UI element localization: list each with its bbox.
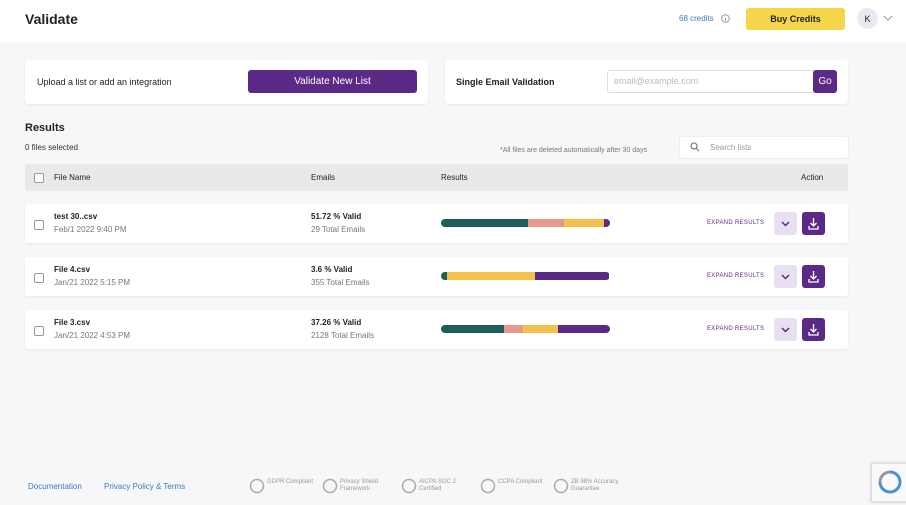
column-header: Action [801, 173, 824, 182]
credits[interactable]: 68 credits [679, 14, 714, 23]
bar-segment [604, 219, 610, 227]
download-icon [808, 218, 819, 230]
download-button[interactable] [802, 265, 825, 288]
result-bar [441, 272, 610, 280]
bar-segment [522, 325, 559, 333]
bar-segment [558, 325, 610, 333]
file-date: Jan/21 2022 4:53 PM [54, 331, 131, 340]
badge-label: GDPR Compliant [267, 479, 314, 485]
column-header: File Name [54, 173, 91, 182]
checkbox[interactable] [34, 220, 44, 230]
result-bar [441, 219, 610, 227]
expand-results[interactable]: EXPAND RESULTS [707, 326, 765, 332]
recaptcha[interactable] [871, 463, 906, 502]
go-button[interactable]: Go [813, 70, 837, 93]
badge-shape [553, 478, 569, 494]
badge-shape [480, 478, 496, 494]
table-row [25, 257, 848, 296]
bar-segment [441, 272, 448, 280]
valid-percent: 51.72 % Valid [311, 212, 362, 221]
badge-icon [401, 477, 417, 495]
email-input[interactable]: email@example.com [607, 70, 815, 93]
avatar[interactable]: K [857, 8, 878, 29]
column-header: Results [441, 173, 468, 182]
badge-shape [401, 478, 417, 494]
total-emails: 2128 Total Emails [311, 331, 374, 340]
search-placeholder: Search lists [710, 143, 752, 152]
badge-icon [249, 477, 265, 495]
column-header: Emails [311, 173, 336, 182]
expand-button[interactable] [774, 212, 797, 235]
expand-results[interactable]: EXPAND RESULTS [707, 273, 765, 279]
badge-label: Privacy Shield Framework [340, 479, 379, 492]
single-card [445, 60, 848, 104]
footer-link[interactable]: Privacy Policy & Terms [104, 482, 186, 491]
chevron-icon [781, 327, 790, 333]
bar-segment [441, 219, 529, 227]
chevron-icon [781, 274, 790, 280]
bar-segment [528, 219, 564, 227]
page-title: Validate [25, 11, 78, 27]
table-row [25, 204, 848, 243]
chevron-icon [781, 221, 790, 227]
bar-segment [534, 272, 610, 280]
checkbox[interactable] [34, 173, 44, 183]
note: *All files are deleted automatically aft… [500, 147, 648, 154]
expand-results[interactable]: EXPAND RESULTS [707, 220, 765, 226]
bar-segment [503, 325, 523, 333]
selected-count: 0 files selected [25, 143, 78, 152]
download-button[interactable] [802, 212, 825, 235]
search-box[interactable] [679, 136, 849, 159]
result-bar [441, 325, 610, 333]
bar-segment [447, 272, 535, 280]
expand-button[interactable] [774, 318, 797, 341]
bar-segment [563, 219, 605, 227]
upload-label: Upload a list or add an integration [37, 77, 172, 87]
search-icon [690, 142, 700, 152]
badge-label: AICPA SOC 2 Certified [419, 479, 456, 492]
total-emails: 355 Total Emails [311, 278, 370, 287]
checkbox[interactable] [34, 326, 44, 336]
badge-label: CCPA Compliant [498, 479, 543, 485]
table-header [25, 164, 848, 191]
validate-button[interactable]: Validate New List [248, 70, 417, 93]
badge-label: ZB 98% Accuracy Guarantee [571, 479, 619, 492]
file-name: File 4.csv [54, 265, 91, 274]
checkbox[interactable] [34, 273, 44, 283]
total-emails: 29 Total Emails [311, 225, 366, 234]
file-date: Jan/21 2022 5:15 PM [54, 278, 131, 287]
badge-icon [480, 477, 496, 495]
badge-shape [249, 478, 265, 494]
file-name: File 3.csv [54, 318, 91, 327]
single-label: Single Email Validation [456, 77, 555, 87]
download-icon [808, 271, 819, 283]
recaptcha-icon [878, 470, 902, 494]
badge-shape [322, 478, 338, 494]
results-title: Results [25, 122, 65, 134]
expand-button[interactable] [774, 265, 797, 288]
table-row [25, 310, 848, 349]
bar-segment [441, 325, 504, 333]
valid-percent: 37.26 % Valid [311, 318, 362, 327]
info-icon[interactable] [721, 14, 730, 23]
file-date: Feb/1 2022 9:40 PM [54, 225, 127, 234]
file-name: test 30..csv [54, 212, 98, 221]
valid-percent: 3.6 % Valid [311, 265, 353, 274]
badge-icon [322, 477, 338, 495]
download-button[interactable] [802, 318, 825, 341]
badge-icon [553, 477, 569, 495]
footer-link[interactable]: Documentation [28, 482, 82, 491]
download-icon [808, 324, 819, 336]
buy-credits-button[interactable]: Buy Credits [746, 8, 845, 30]
chevron[interactable] [883, 15, 893, 22]
